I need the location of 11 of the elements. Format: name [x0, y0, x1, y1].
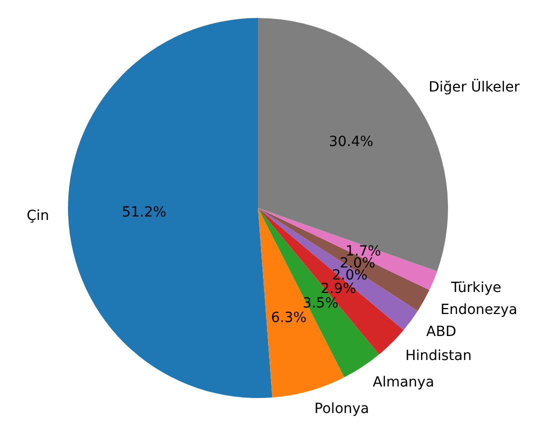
slice-label: Endonezya [440, 302, 518, 318]
slice-label: ABD [426, 324, 456, 340]
slice-label: Almanya [372, 374, 434, 391]
slice-label: Polonya [314, 401, 370, 418]
data-label: 30.4% [328, 134, 374, 150]
slice-label: Hindistan [405, 348, 472, 364]
data-label: 6.3% [270, 310, 307, 326]
slice-label: Diğer Ülkeler [428, 78, 520, 96]
slice-label: Türkiye [450, 280, 502, 296]
data-label: 51.2% [122, 204, 166, 220]
slice-label: Çin [26, 208, 50, 224]
